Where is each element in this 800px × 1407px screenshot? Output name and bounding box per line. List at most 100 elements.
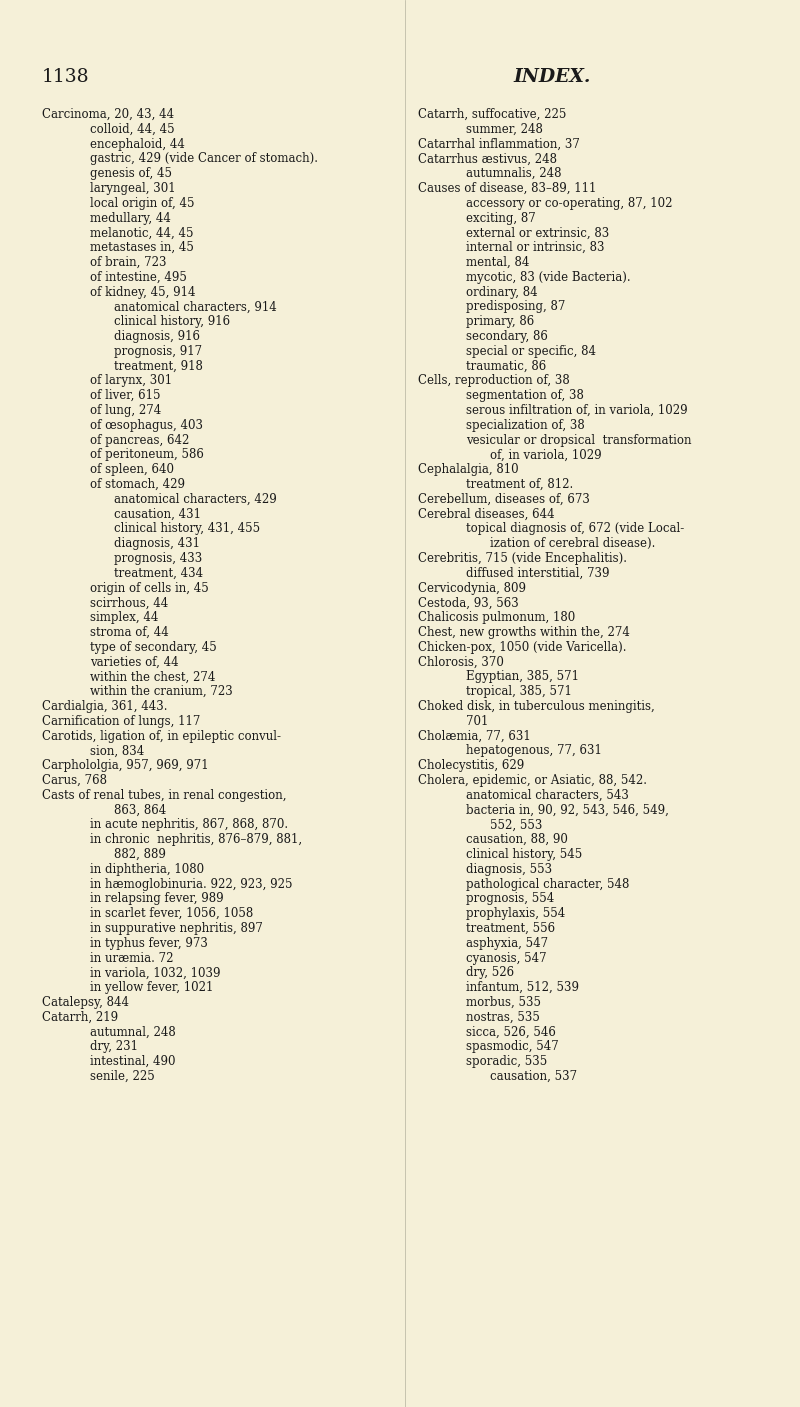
Text: anatomical characters, 914: anatomical characters, 914 xyxy=(114,301,277,314)
Text: mental, 84: mental, 84 xyxy=(466,256,530,269)
Text: asphyxia, 547: asphyxia, 547 xyxy=(466,937,548,950)
Text: Chicken-pox, 1050 (vide Varicella).: Chicken-pox, 1050 (vide Varicella). xyxy=(418,640,626,654)
Text: type of secondary, 45: type of secondary, 45 xyxy=(90,640,217,654)
Text: traumatic, 86: traumatic, 86 xyxy=(466,360,546,373)
Text: in uræmia. 72: in uræmia. 72 xyxy=(90,951,174,965)
Text: 863, 864: 863, 864 xyxy=(114,803,166,816)
Text: intestinal, 490: intestinal, 490 xyxy=(90,1055,175,1068)
Text: prognosis, 433: prognosis, 433 xyxy=(114,552,202,566)
Text: 882, 889: 882, 889 xyxy=(114,848,166,861)
Text: scirrhous, 44: scirrhous, 44 xyxy=(90,597,168,609)
Text: Catarrhal inflammation, 37: Catarrhal inflammation, 37 xyxy=(418,138,580,151)
Text: Cerebritis, 715 (vide Encephalitis).: Cerebritis, 715 (vide Encephalitis). xyxy=(418,552,627,566)
Text: accessory or co-operating, 87, 102: accessory or co-operating, 87, 102 xyxy=(466,197,673,210)
Text: primary, 86: primary, 86 xyxy=(466,315,534,328)
Text: origin of cells in, 45: origin of cells in, 45 xyxy=(90,581,209,595)
Text: clinical history, 431, 455: clinical history, 431, 455 xyxy=(114,522,260,536)
Text: of spleen, 640: of spleen, 640 xyxy=(90,463,174,476)
Text: melanotic, 44, 45: melanotic, 44, 45 xyxy=(90,227,194,239)
Text: Cardialgia, 361, 443.: Cardialgia, 361, 443. xyxy=(42,701,167,713)
Text: sporadic, 535: sporadic, 535 xyxy=(466,1055,547,1068)
Text: local origin of, 45: local origin of, 45 xyxy=(90,197,194,210)
Text: nostras, 535: nostras, 535 xyxy=(466,1010,540,1024)
Text: causation, 88, 90: causation, 88, 90 xyxy=(466,833,568,846)
Text: within the chest, 274: within the chest, 274 xyxy=(90,670,215,684)
Text: autumnalis, 248: autumnalis, 248 xyxy=(466,167,562,180)
Text: of larynx, 301: of larynx, 301 xyxy=(90,374,172,387)
Text: diagnosis, 916: diagnosis, 916 xyxy=(114,331,200,343)
Text: prognosis, 554: prognosis, 554 xyxy=(466,892,554,905)
Text: simplex, 44: simplex, 44 xyxy=(90,611,158,625)
Text: clinical history, 545: clinical history, 545 xyxy=(466,848,582,861)
Text: senile, 225: senile, 225 xyxy=(90,1069,154,1083)
Text: pathological character, 548: pathological character, 548 xyxy=(466,878,630,891)
Text: serous infiltration of, in variola, 1029: serous infiltration of, in variola, 1029 xyxy=(466,404,688,416)
Text: sion, 834: sion, 834 xyxy=(90,744,144,757)
Text: medullary, 44: medullary, 44 xyxy=(90,211,171,225)
Text: prophylaxis, 554: prophylaxis, 554 xyxy=(466,908,566,920)
Text: mycotic, 83 (vide Bacteria).: mycotic, 83 (vide Bacteria). xyxy=(466,270,630,284)
Text: Cerebral diseases, 644: Cerebral diseases, 644 xyxy=(418,508,554,521)
Text: treatment of, 812.: treatment of, 812. xyxy=(466,478,574,491)
Text: ization of cerebral disease).: ization of cerebral disease). xyxy=(490,537,655,550)
Text: specialization of, 38: specialization of, 38 xyxy=(466,419,585,432)
Text: treatment, 556: treatment, 556 xyxy=(466,922,555,936)
Text: varieties of, 44: varieties of, 44 xyxy=(90,656,178,668)
Text: in scarlet fever, 1056, 1058: in scarlet fever, 1056, 1058 xyxy=(90,908,254,920)
Text: autumnal, 248: autumnal, 248 xyxy=(90,1026,176,1038)
Text: Carotids, ligation of, in epileptic convul-: Carotids, ligation of, in epileptic conv… xyxy=(42,730,281,743)
Text: gastric, 429 (vide Cancer of stomach).: gastric, 429 (vide Cancer of stomach). xyxy=(90,152,318,166)
Text: Chest, new growths within the, 274: Chest, new growths within the, 274 xyxy=(418,626,630,639)
Text: causation, 537: causation, 537 xyxy=(490,1069,577,1083)
Text: Chlorosis, 370: Chlorosis, 370 xyxy=(418,656,504,668)
Text: laryngeal, 301: laryngeal, 301 xyxy=(90,182,176,196)
Text: infantum, 512, 539: infantum, 512, 539 xyxy=(466,981,579,995)
Text: stroma of, 44: stroma of, 44 xyxy=(90,626,169,639)
Text: causation, 431: causation, 431 xyxy=(114,508,201,521)
Text: treatment, 918: treatment, 918 xyxy=(114,360,203,373)
Text: of intestine, 495: of intestine, 495 xyxy=(90,270,187,284)
Text: in relapsing fever, 989: in relapsing fever, 989 xyxy=(90,892,224,905)
Text: Casts of renal tubes, in renal congestion,: Casts of renal tubes, in renal congestio… xyxy=(42,789,286,802)
Text: anatomical characters, 543: anatomical characters, 543 xyxy=(466,789,629,802)
Text: diagnosis, 553: diagnosis, 553 xyxy=(466,862,552,875)
Text: predisposing, 87: predisposing, 87 xyxy=(466,301,566,314)
Text: colloid, 44, 45: colloid, 44, 45 xyxy=(90,122,174,136)
Text: INDEX.: INDEX. xyxy=(513,68,590,86)
Text: in suppurative nephritis, 897: in suppurative nephritis, 897 xyxy=(90,922,263,936)
Text: diagnosis, 431: diagnosis, 431 xyxy=(114,537,200,550)
Text: summer, 248: summer, 248 xyxy=(466,122,543,136)
Text: segmentation of, 38: segmentation of, 38 xyxy=(466,390,584,402)
Text: Catarrh, suffocative, 225: Catarrh, suffocative, 225 xyxy=(418,108,566,121)
Text: Egyptian, 385, 571: Egyptian, 385, 571 xyxy=(466,670,579,684)
Text: bacteria in, 90, 92, 543, 546, 549,: bacteria in, 90, 92, 543, 546, 549, xyxy=(466,803,669,816)
Text: genesis of, 45: genesis of, 45 xyxy=(90,167,172,180)
Text: Cestoda, 93, 563: Cestoda, 93, 563 xyxy=(418,597,518,609)
Text: cyanosis, 547: cyanosis, 547 xyxy=(466,951,546,965)
Text: of pancreas, 642: of pancreas, 642 xyxy=(90,433,190,446)
Text: 552, 553: 552, 553 xyxy=(490,819,542,832)
Text: special or specific, 84: special or specific, 84 xyxy=(466,345,596,357)
Text: in chronic  nephritis, 876–879, 881,: in chronic nephritis, 876–879, 881, xyxy=(90,833,302,846)
Text: Catarrh, 219: Catarrh, 219 xyxy=(42,1010,118,1024)
Text: Cervicodynia, 809: Cervicodynia, 809 xyxy=(418,581,526,595)
Text: of liver, 615: of liver, 615 xyxy=(90,390,161,402)
Text: internal or intrinsic, 83: internal or intrinsic, 83 xyxy=(466,241,605,255)
Text: of, in variola, 1029: of, in variola, 1029 xyxy=(490,449,602,461)
Text: in typhus fever, 973: in typhus fever, 973 xyxy=(90,937,208,950)
Text: 701: 701 xyxy=(466,715,488,727)
Text: Causes of disease, 83–89, 111: Causes of disease, 83–89, 111 xyxy=(418,182,596,196)
Text: Cells, reproduction of, 38: Cells, reproduction of, 38 xyxy=(418,374,570,387)
Text: of peritoneum, 586: of peritoneum, 586 xyxy=(90,449,204,461)
Text: in yellow fever, 1021: in yellow fever, 1021 xyxy=(90,981,214,995)
Text: Catarrhus æstivus, 248: Catarrhus æstivus, 248 xyxy=(418,152,557,166)
Text: sicca, 526, 546: sicca, 526, 546 xyxy=(466,1026,556,1038)
Text: within the cranium, 723: within the cranium, 723 xyxy=(90,685,233,698)
Text: Cerebellum, diseases of, 673: Cerebellum, diseases of, 673 xyxy=(418,492,590,505)
Text: Cholera, epidemic, or Asiatic, 88, 542.: Cholera, epidemic, or Asiatic, 88, 542. xyxy=(418,774,647,787)
Text: exciting, 87: exciting, 87 xyxy=(466,211,536,225)
Text: secondary, 86: secondary, 86 xyxy=(466,331,548,343)
Text: Cholæmia, 77, 631: Cholæmia, 77, 631 xyxy=(418,730,530,743)
Text: morbus, 535: morbus, 535 xyxy=(466,996,541,1009)
Text: dry, 526: dry, 526 xyxy=(466,967,514,979)
